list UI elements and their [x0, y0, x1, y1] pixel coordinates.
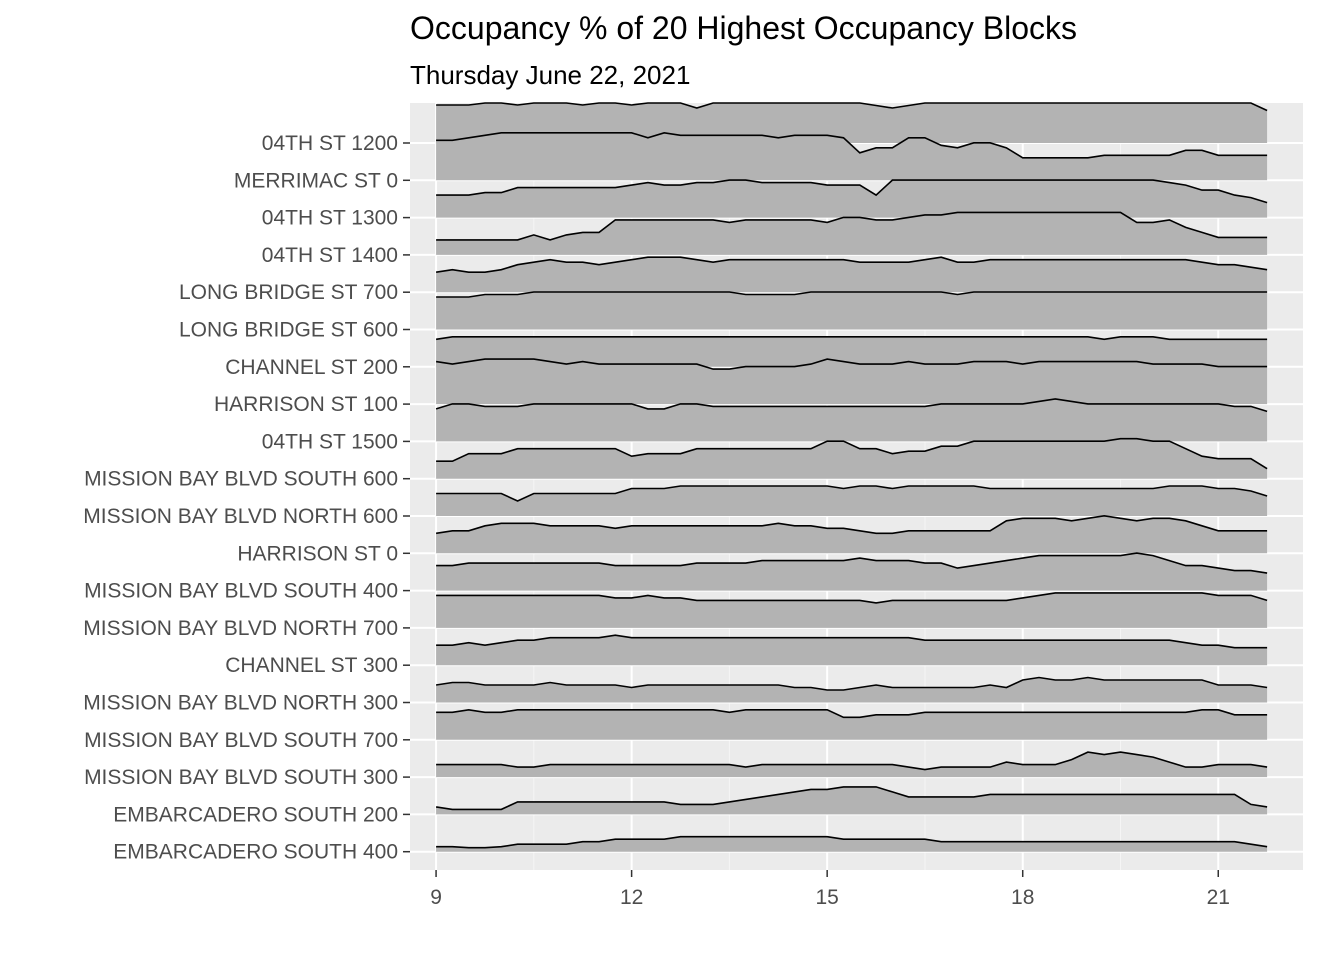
- y-tick-label: 04TH ST 1300: [262, 207, 398, 230]
- y-tick-label: MISSION BAY BLVD SOUTH 600: [84, 468, 398, 491]
- ridge-area: [436, 486, 1268, 516]
- chart-title: Occupancy % of 20 Highest Occupancy Bloc…: [410, 10, 1077, 46]
- ridge-line: [436, 592, 1268, 604]
- y-tick-label: MERRIMAC ST 0: [234, 169, 398, 192]
- ridge-line: [436, 552, 1268, 574]
- ridge-line: [435, 358, 1268, 370]
- ridge-line: [436, 634, 1268, 649]
- ridge-area: [436, 515, 1268, 554]
- ridge-line: [435, 398, 1268, 413]
- ridge-area: [436, 292, 1268, 330]
- ridge-line: [436, 131, 1268, 159]
- y-tick-label: MISSION BAY BLVD SOUTH 700: [84, 729, 398, 752]
- ridge-line: [435, 514, 1268, 535]
- ridge-line: [436, 835, 1268, 849]
- x-tick-label: 18: [1011, 886, 1034, 909]
- x-tick-label: 9: [430, 886, 442, 909]
- ridge-area: [436, 438, 1268, 479]
- y-tick-label: MISSION BAY BLVD NORTH 300: [83, 692, 398, 715]
- y-tick-label: MISSION BAY BLVD NORTH 700: [83, 617, 398, 640]
- ridge-area: [436, 592, 1268, 628]
- ridge-line: [436, 708, 1268, 719]
- y-tick-label: EMBARCADERO SOUTH 200: [113, 803, 398, 826]
- y-tick-label: MISSION BAY BLVD NORTH 600: [83, 505, 398, 528]
- x-tick-label: 21: [1207, 886, 1230, 909]
- ridge-area: [436, 635, 1268, 666]
- y-tick-label: LONG BRIDGE ST 600: [179, 319, 398, 342]
- y-tick-label: 04TH ST 1400: [262, 244, 398, 267]
- ridge-area: [436, 180, 1268, 218]
- y-tick-label: EMBARCADERO SOUTH 400: [113, 841, 398, 864]
- y-tick-label: 04TH ST 1200: [262, 132, 398, 155]
- x-tick-label: 12: [620, 886, 643, 909]
- ridge-line: [436, 179, 1268, 204]
- ridge-line: [435, 786, 1268, 811]
- ridge-line: [436, 211, 1268, 241]
- ridge-series: [435, 102, 1268, 852]
- ridge-line: [436, 102, 1268, 112]
- ridge-area: [436, 677, 1268, 703]
- y-axis: 04TH ST 1200 MERRIMAC ST 0 04TH ST 1300 04T…: [83, 132, 410, 864]
- ridge-area: [436, 359, 1268, 405]
- ridge-area: [436, 257, 1268, 293]
- y-tick-label: MISSION BAY BLVD SOUTH 400: [84, 580, 398, 603]
- y-tick-label: MISSION BAY BLVD SOUTH 300: [84, 766, 398, 789]
- ridge-line: [435, 336, 1268, 341]
- y-tick-label: 04TH ST 1500: [262, 430, 398, 453]
- ridge-area: [436, 836, 1268, 852]
- ridge-line: [436, 291, 1268, 298]
- x-axis: 9 12 15 18 21: [430, 870, 1230, 909]
- ridge-area: [436, 336, 1268, 367]
- ridge-area: [436, 103, 1268, 143]
- ridge-line: [435, 256, 1268, 273]
- ridge-area: [436, 709, 1268, 740]
- x-tick-label: 15: [815, 886, 838, 909]
- ridge-line: [436, 437, 1268, 470]
- ridge-line: [436, 485, 1268, 502]
- ridge-area: [436, 398, 1268, 442]
- y-tick-label: HARRISON ST 0: [237, 542, 398, 565]
- ridge-area: [436, 786, 1268, 815]
- y-tick-label: CHANNEL ST 300: [225, 654, 398, 677]
- ridge-area: [436, 553, 1268, 591]
- ridge-area: [436, 212, 1268, 255]
- ridge-line: [436, 751, 1268, 771]
- chart-subtitle: Thursday June 22, 2021: [410, 60, 691, 90]
- y-tick-label: CHANNEL ST 200: [225, 356, 398, 379]
- ridge-area: [436, 132, 1268, 181]
- y-tick-label: HARRISON ST 100: [214, 393, 398, 416]
- ridge-line: [435, 676, 1268, 691]
- y-tick-label: LONG BRIDGE ST 700: [179, 281, 398, 304]
